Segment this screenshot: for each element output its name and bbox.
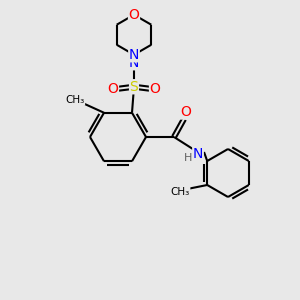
Text: O: O	[129, 8, 140, 22]
Text: O: O	[150, 82, 160, 96]
Text: N: N	[129, 56, 139, 70]
Text: O: O	[181, 105, 191, 119]
Text: CH₃: CH₃	[65, 95, 85, 105]
Text: CH₃: CH₃	[171, 187, 190, 197]
Text: S: S	[130, 80, 138, 94]
Text: H: H	[184, 153, 192, 163]
Text: N: N	[193, 147, 203, 161]
Text: O: O	[108, 82, 118, 96]
Text: N: N	[129, 48, 139, 62]
